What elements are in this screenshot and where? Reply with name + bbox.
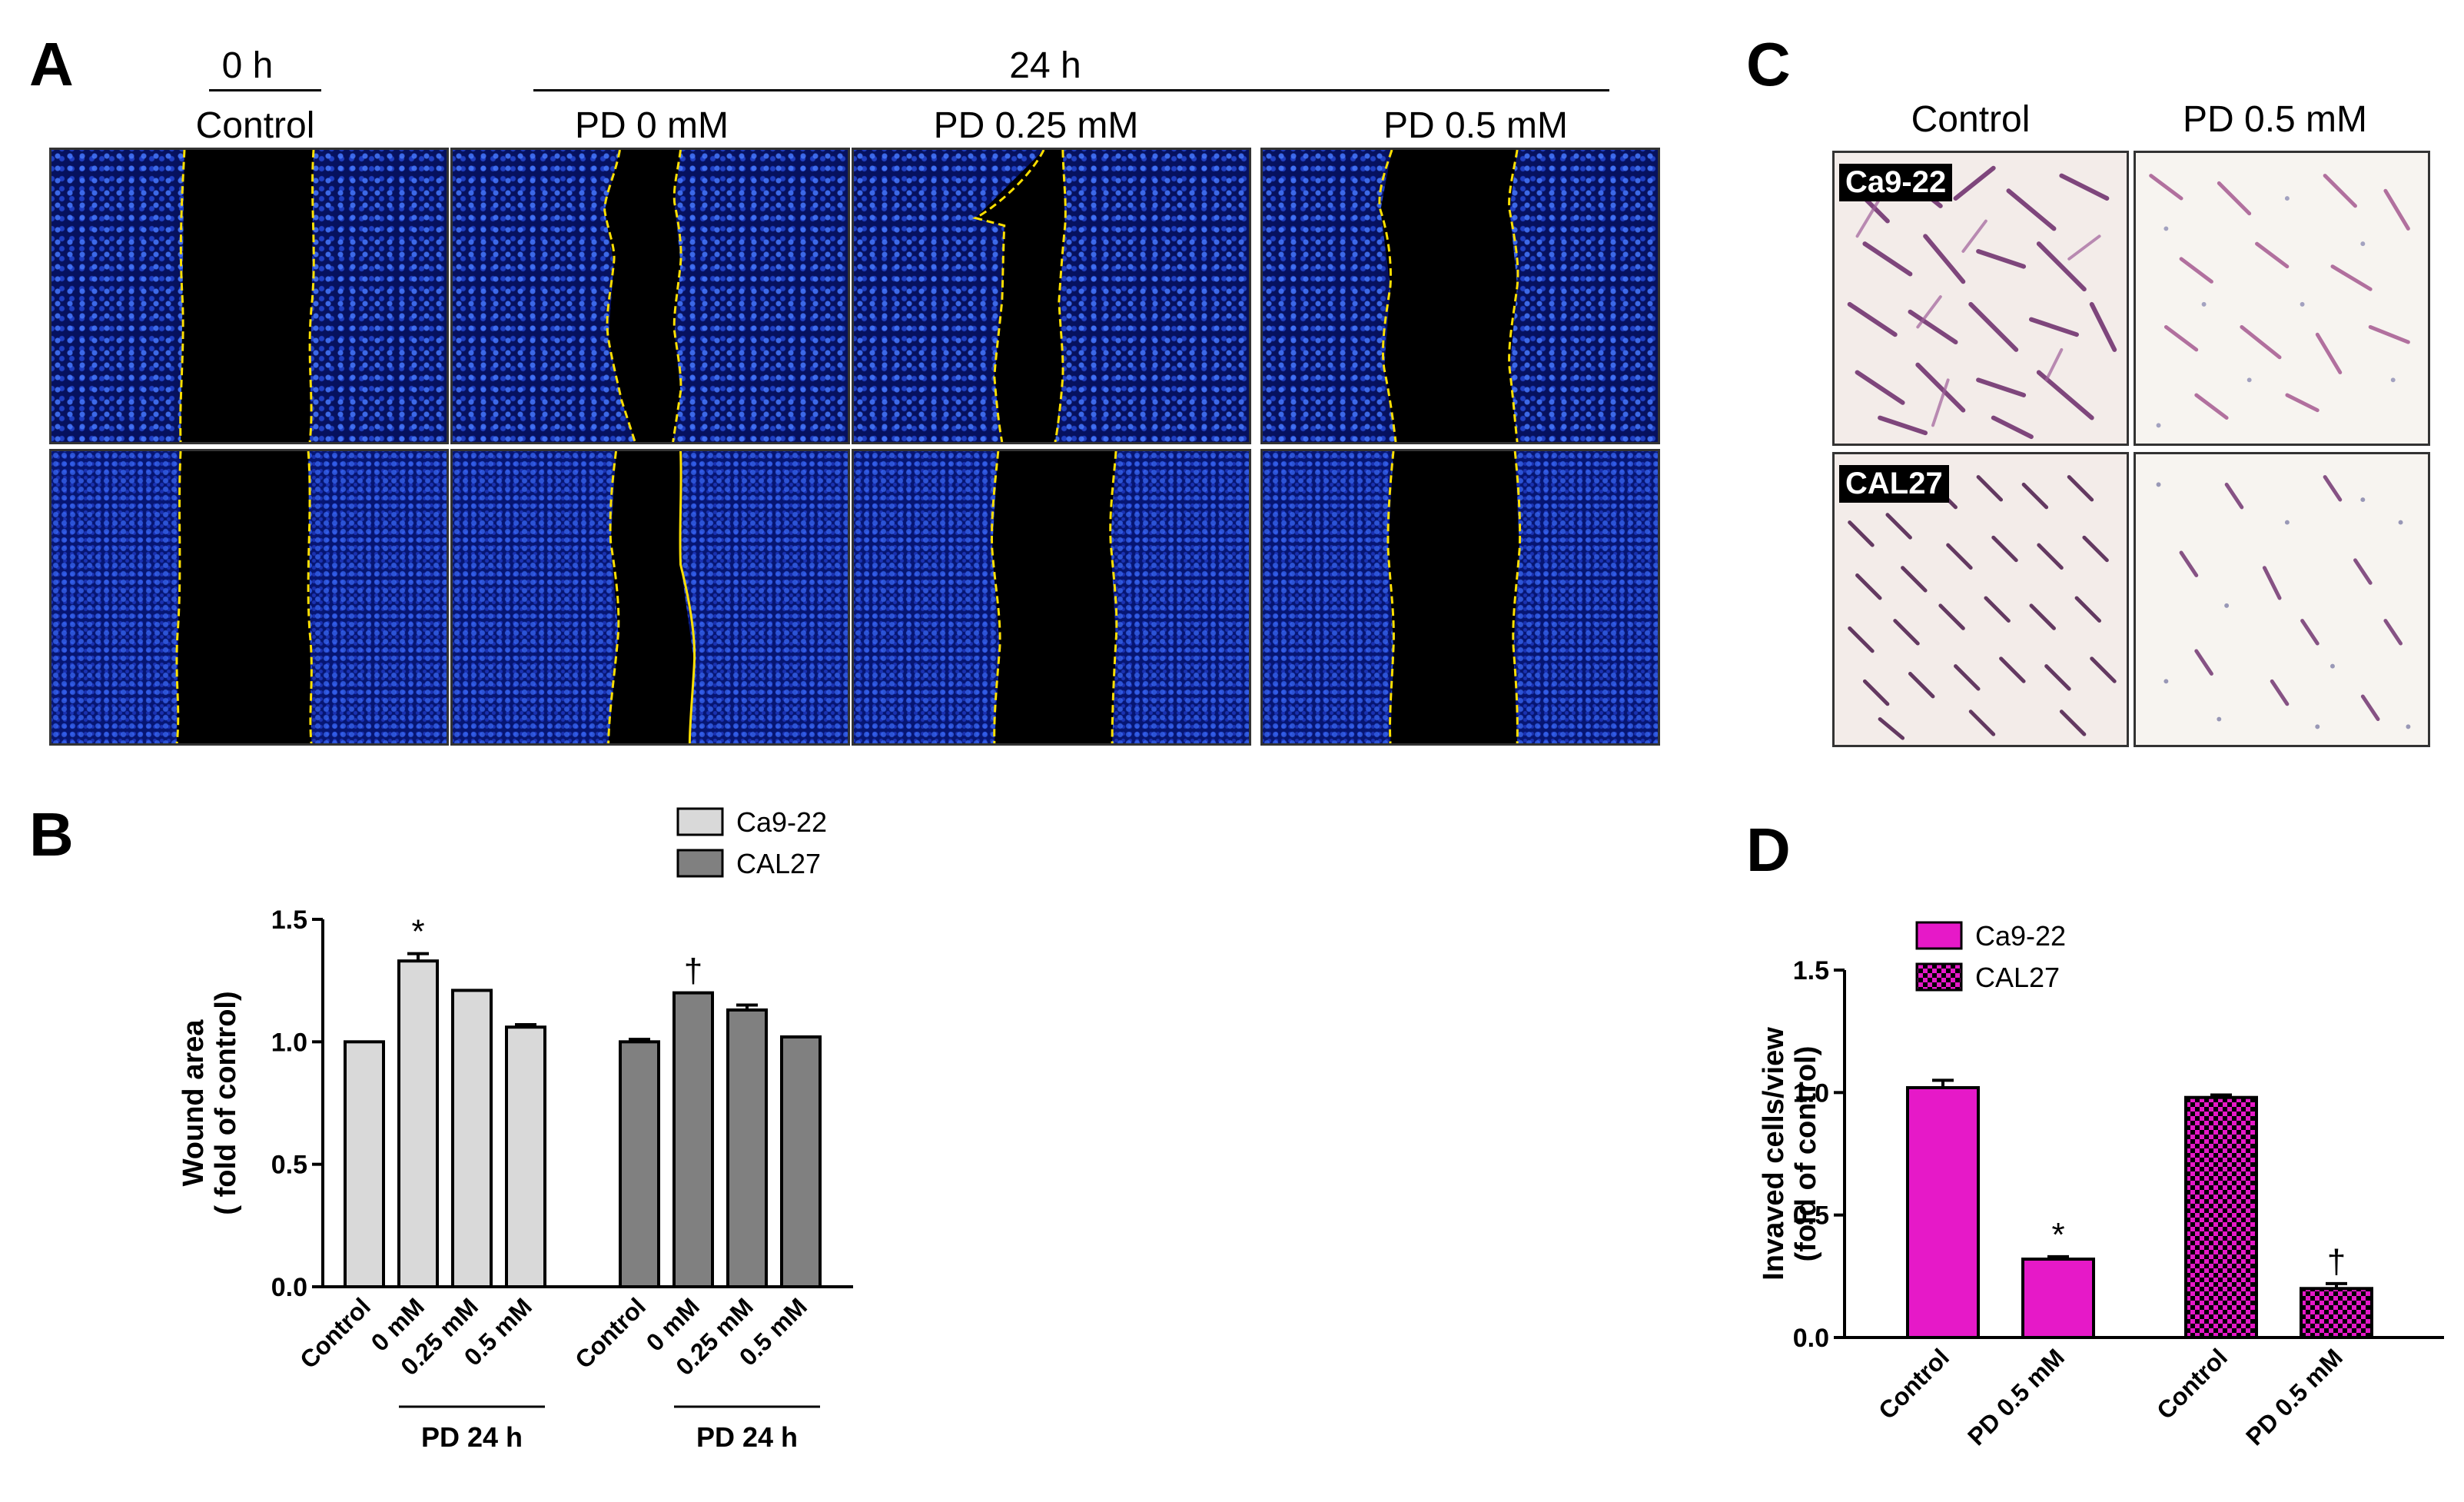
bar-ca922-1 [2021,1258,2095,1339]
chart-d-invaded-cells: 0.0 0.5 1.0 1.5 Invaved cells/view(fold of c… [1758,920,2444,1450]
group-label: PD 24 h [696,1421,798,1453]
invasion-image-ca922-pd05 [2134,151,2430,446]
y-tick-label: 1.5 [1793,956,1829,985]
bar-cal27-3 [780,1035,822,1288]
legend-label-0: Ca9-22 [736,806,827,838]
time-0h-rule [209,89,321,91]
bar-ca922-1 [397,959,439,1288]
group-label: PD 24 h [421,1421,523,1453]
category-label: Control [2151,1343,2233,1424]
bar-cal27-1 [672,991,714,1288]
legend-swatch-1 [1915,962,1963,992]
category-label: Control [570,1292,651,1374]
col-label-pd-05: PD 0.5 mM [1383,105,1569,146]
y-tick-label: 0.0 [271,1273,307,1302]
bar-ca922-0 [344,1040,385,1289]
significance-mark: * [2051,1216,2064,1254]
panel-letter-a: A [29,30,74,98]
bar-cal27-1 [2300,1287,2373,1340]
y-tick-label: 0.5 [1793,1201,1829,1231]
y-tick-label: 0.5 [271,1151,307,1180]
invasion-image-cal27-pd05 [2134,452,2430,747]
cell-line-tag-cal27: CAL27 [1839,465,1949,503]
significance-mark: * [411,913,424,951]
y-tick-label: 1.0 [1793,1078,1829,1108]
bar-cal27-0 [619,1040,660,1289]
significance-mark: † [2327,1243,2346,1281]
legend-swatch-0 [676,807,724,836]
category-label: Control [294,1292,376,1374]
wound-image-ca922-pd05 [1260,148,1660,444]
panel-letter-d: D [1746,816,1791,884]
panel-letter-c: C [1746,30,1791,98]
y-axis-label: Wound area( fold of control) [178,991,242,1215]
wound-image-cal27-pd05 [1260,449,1660,746]
bar-ca922-3 [505,1025,546,1289]
chart-b-wound-area: 0.0 0.5 1.0 1.5 Wound area( fold of control)… [178,806,853,1453]
y-tick-label: 1.0 [271,1028,307,1057]
panel-letter-b: B [29,800,74,869]
legend-swatch-1 [676,849,724,878]
legend-label-1: CAL27 [1975,962,2060,993]
legend-swatch-0 [1915,921,1963,950]
wound-image-cal27-pd025 [852,449,1251,746]
cell-line-tag-ca922: Ca9-22 [1839,164,1953,201]
wound-image-cal27-control [49,449,449,746]
y-axis-label: Invaved cells/view(fold of control) [1758,1027,1822,1281]
wound-image-ca922-pd025 [852,148,1251,444]
bar-ca922-2 [451,989,493,1288]
bar-cal27-0 [2184,1095,2258,1339]
category-label: PD 0.5 mM [2240,1343,2348,1450]
c-col-label-control: Control [1911,99,2031,140]
y-tick-label: 0.0 [1793,1324,1829,1353]
legend-label-0: Ca9-22 [1975,920,2066,952]
col-label-pd-025: PD 0.25 mM [933,105,1139,146]
c-col-label-pd05: PD 0.5 mM [2182,99,2368,140]
y-tick-label: 1.5 [271,906,307,935]
category-label: Control [1873,1343,1954,1424]
col-label-pd-0: PD 0 mM [574,105,729,146]
wound-image-cal27-pd0 [450,449,850,746]
col-label-control: Control [195,105,315,146]
time-0h-label: 0 h [221,45,274,86]
invasion-image-ca922-control: Ca9-22 [1832,151,2129,446]
significance-mark: † [684,952,702,990]
wound-image-ca922-pd0 [450,148,850,444]
invasion-image-cal27-control: CAL27 [1832,452,2129,747]
bar-cal27-2 [726,1008,768,1288]
bar-ca922-0 [1906,1085,1980,1339]
category-label: PD 0.5 mM [1962,1343,2070,1450]
legend-label-1: CAL27 [736,848,821,879]
wound-image-ca922-control [49,148,449,444]
time-24h-label: 24 h [1009,45,1081,86]
time-24h-rule [533,89,1609,91]
